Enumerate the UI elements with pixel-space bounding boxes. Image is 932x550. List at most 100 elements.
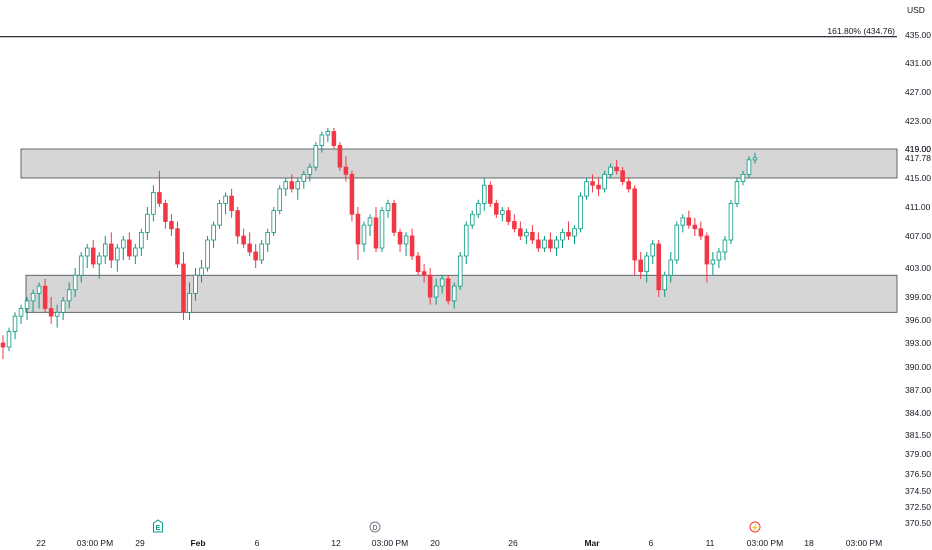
candle — [325, 128, 331, 142]
candle — [343, 156, 349, 182]
price-tick-label: 384.00 — [905, 408, 931, 418]
candle — [283, 178, 289, 197]
candle — [307, 163, 313, 182]
candle — [524, 228, 529, 244]
candle — [475, 199, 481, 218]
candle — [12, 312, 18, 340]
candle — [127, 232, 132, 260]
time-tick-label: 03:00 PM — [372, 538, 408, 548]
candle — [403, 232, 409, 256]
time-tick-label: 03:00 PM — [747, 538, 783, 548]
candle — [704, 232, 710, 283]
candle — [331, 128, 337, 149]
candle — [548, 232, 553, 252]
candle — [632, 185, 637, 276]
candle — [205, 236, 210, 272]
earnings-marker[interactable]: E — [153, 519, 163, 533]
candle — [18, 304, 24, 324]
time-tick-label: 6 — [649, 538, 654, 548]
candle — [578, 192, 583, 233]
candle — [391, 199, 397, 236]
candle — [169, 214, 174, 236]
time-tick-label: 20 — [430, 538, 440, 548]
candle — [6, 327, 12, 351]
candle — [337, 142, 343, 171]
candle — [355, 207, 361, 260]
candle — [518, 221, 523, 240]
candle — [121, 236, 126, 260]
candle — [728, 199, 734, 244]
candle — [445, 275, 451, 305]
split-marker[interactable]: ⚡ — [749, 521, 761, 533]
candle — [361, 221, 367, 252]
currency-label[interactable]: USD — [907, 5, 925, 15]
candle — [229, 188, 234, 218]
candle — [668, 252, 674, 283]
candle — [457, 252, 463, 290]
candle — [716, 248, 722, 268]
price-level-label: 419.00 — [905, 144, 931, 154]
price-tick-label: 372.50 — [905, 502, 931, 512]
candle — [373, 207, 379, 252]
candle — [409, 228, 415, 260]
dividend-marker[interactable]: D — [369, 521, 381, 533]
time-axis[interactable]: 22 03:00 PM 29 Feb 6 12 03:00 PM 20 26 Mar 6 11 03:0… — [36, 538, 882, 548]
candle — [433, 278, 439, 305]
candle — [109, 232, 114, 268]
candle — [626, 178, 631, 193]
candle — [96, 252, 102, 279]
events-layer: E D ⚡ — [153, 519, 761, 533]
candle — [367, 214, 373, 236]
candle — [662, 271, 668, 297]
candle — [566, 221, 571, 240]
candle — [488, 181, 493, 207]
candle — [84, 244, 90, 268]
candle — [536, 232, 541, 252]
candle — [60, 297, 66, 320]
candle — [427, 268, 433, 305]
price-axis[interactable]: USD 435.00 431.00 427.00 423.00 419.00 415.00… — [905, 5, 931, 528]
candle — [36, 282, 42, 309]
time-tick-label: 12 — [331, 538, 341, 548]
price-tick-label: 390.00 — [905, 362, 931, 372]
price-tick-label: 419.00 — [905, 144, 931, 154]
time-tick-label: 26 — [508, 538, 518, 548]
candle — [385, 199, 391, 218]
time-tick-label: 6 — [255, 538, 260, 548]
candle — [482, 178, 487, 211]
candle — [72, 268, 78, 297]
candle — [379, 207, 385, 252]
candle — [451, 282, 457, 309]
candle — [181, 252, 186, 320]
candle — [217, 199, 222, 229]
candle — [265, 228, 270, 252]
svg-text:⚡: ⚡ — [751, 523, 760, 532]
candle — [193, 268, 198, 301]
candle — [157, 170, 162, 207]
candle — [397, 228, 403, 252]
candle — [650, 240, 655, 264]
time-tick-label: 22 — [36, 538, 46, 548]
candle — [722, 236, 728, 260]
resistance-zone[interactable] — [20, 148, 898, 179]
time-tick-label: 03:00 PM — [77, 538, 113, 548]
candle — [584, 178, 589, 200]
candle — [469, 210, 475, 229]
candle — [277, 185, 283, 215]
candle — [674, 221, 680, 264]
price-tick-label: 376.50 — [905, 469, 931, 479]
time-tick-label: 11 — [706, 538, 715, 548]
fib-extension-label: 161.80% (434.76) — [827, 26, 895, 36]
candle — [235, 207, 240, 244]
candle — [103, 236, 108, 264]
candle — [48, 297, 54, 324]
price-tick-label: 379.00 — [905, 449, 931, 459]
candle — [421, 264, 427, 283]
candle — [746, 156, 752, 178]
price-tick-label: 415.00 — [905, 173, 931, 183]
candle — [542, 236, 547, 252]
candle — [271, 207, 276, 236]
candle — [596, 178, 601, 197]
candle — [686, 210, 692, 229]
